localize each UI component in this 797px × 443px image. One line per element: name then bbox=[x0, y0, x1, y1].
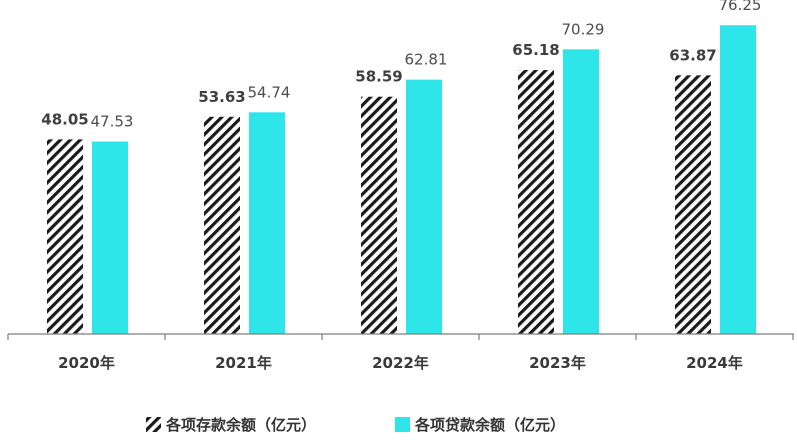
bar-deposits-1 bbox=[204, 116, 240, 335]
legend-label-deposits: 各项存款余额（亿元） bbox=[165, 416, 316, 434]
x-tick-label-3: 2023年 bbox=[529, 354, 586, 372]
value-label-deposits-2: 58.59 bbox=[355, 68, 402, 86]
bar-loans-4 bbox=[720, 25, 756, 334]
legend-swatch-loans bbox=[395, 417, 410, 432]
x-tick-label-4: 2024年 bbox=[686, 354, 743, 372]
value-label-deposits-4: 63.87 bbox=[669, 46, 716, 64]
value-label-loans-2: 62.81 bbox=[405, 51, 448, 69]
x-axis: 2020年 2021年 2022年 2023年 2024年 bbox=[7, 333, 794, 372]
bar-loans-2 bbox=[406, 79, 442, 334]
bar-loans-1 bbox=[249, 112, 285, 334]
bars-group bbox=[47, 25, 756, 335]
bar-deposits-2 bbox=[361, 96, 397, 334]
bar-loans-0 bbox=[92, 141, 128, 334]
bar-deposits-3 bbox=[518, 70, 554, 334]
bar-deposits-4 bbox=[675, 75, 711, 334]
value-label-deposits-1: 53.63 bbox=[198, 88, 245, 106]
bar-loans-3 bbox=[563, 49, 599, 334]
value-label-loans-4: 76.25 bbox=[719, 0, 762, 14]
x-tick-labels: 2020年 2021年 2022年 2023年 2024年 bbox=[58, 354, 743, 372]
x-tick-label-0: 2020年 bbox=[58, 354, 115, 372]
x-tick-label-2: 2022年 bbox=[372, 354, 429, 372]
x-axis-ticks bbox=[7, 334, 794, 340]
bar-deposits-0 bbox=[47, 139, 83, 334]
legend-label-loans: 各项贷款余额（亿元） bbox=[414, 416, 565, 434]
value-label-loans-1: 54.74 bbox=[248, 83, 291, 101]
legend: 各项存款余额（亿元） 各项贷款余额（亿元） bbox=[146, 416, 565, 434]
value-label-loans-0: 47.53 bbox=[91, 113, 134, 131]
value-label-loans-3: 70.29 bbox=[562, 20, 605, 38]
legend-swatch-deposits bbox=[146, 417, 161, 432]
value-label-deposits-3: 65.18 bbox=[512, 41, 559, 59]
x-tick-label-1: 2021年 bbox=[215, 354, 272, 372]
value-label-deposits-0: 48.05 bbox=[41, 110, 88, 128]
